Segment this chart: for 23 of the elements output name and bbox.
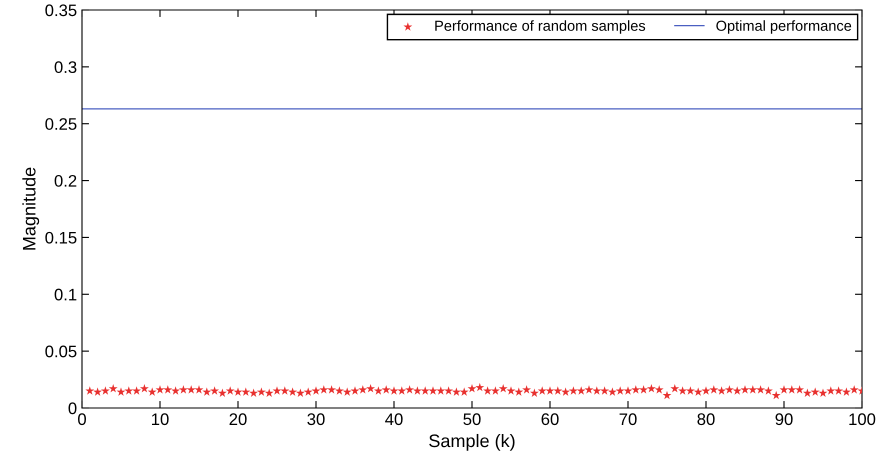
x-tick-label: 90 xyxy=(776,413,793,426)
x-axis-title: Sample (k) xyxy=(429,434,515,451)
x-tick-label: 60 xyxy=(542,413,559,426)
y-tick-label: 0.25 xyxy=(45,118,76,130)
x-tick-label: 80 xyxy=(697,413,715,426)
x-tick-label: 10 xyxy=(152,413,169,426)
x-tick-label: 30 xyxy=(307,413,325,426)
x-tick-label: 70 xyxy=(620,413,637,426)
x-tick-label: 20 xyxy=(230,413,247,426)
y-tick-label: 0 xyxy=(68,402,76,414)
legend-label: Performance of random samples xyxy=(435,20,646,34)
x-tick-label: 100 xyxy=(849,413,876,426)
y-tick-label: 0.35 xyxy=(45,4,76,16)
x-tick-label: 0 xyxy=(78,413,86,426)
y-axis-title: Magnitude xyxy=(22,168,40,250)
y-tick-label: 0.15 xyxy=(45,232,76,244)
x-tick-label: 50 xyxy=(463,413,481,426)
legend-label: Optimal performance xyxy=(716,20,852,34)
y-tick-label: 0.1 xyxy=(54,288,76,300)
x-tick-label: 40 xyxy=(385,413,403,426)
y-tick-label: 0.2 xyxy=(54,174,76,187)
y-tick-label: 0.3 xyxy=(54,61,76,74)
y-tick-label: 0.05 xyxy=(45,346,76,358)
